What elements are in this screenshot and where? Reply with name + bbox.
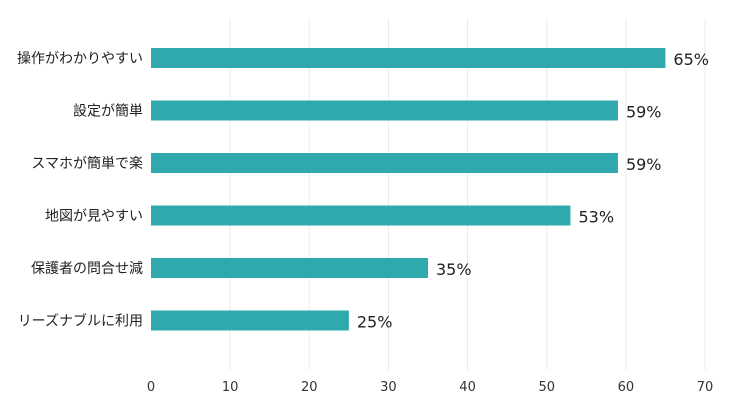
x-tick-label: 50 <box>538 380 555 395</box>
bar <box>151 100 618 121</box>
value-label: 35% <box>436 260 472 279</box>
x-tick-label: 60 <box>618 380 635 395</box>
category-label: 保護者の問合せ減 <box>31 260 143 277</box>
bars <box>151 48 666 331</box>
value-label: 59% <box>626 155 662 174</box>
value-label: 59% <box>626 103 662 122</box>
category-label: 地図が見やすい <box>45 209 143 225</box>
x-tick-label: 0 <box>147 380 155 395</box>
x-tick-label: 20 <box>301 380 318 395</box>
grid-lines <box>229 18 706 370</box>
category-label: スマホが簡単で楽 <box>31 156 143 172</box>
bar <box>151 48 666 68</box>
bar <box>151 205 571 226</box>
x-tick-label: 40 <box>459 380 476 395</box>
value-label: 25% <box>357 313 393 332</box>
bar <box>151 258 428 278</box>
x-axis-ticks: 0 10 20 30 40 50 60 70 <box>147 380 713 395</box>
category-label: リーズナブルに利用 <box>18 313 143 330</box>
category-label: 操作がわかりやすい <box>17 51 143 67</box>
value-label: 65% <box>673 50 709 69</box>
bar <box>151 153 618 173</box>
value-label: 53% <box>578 208 614 227</box>
value-labels: 65% 59% 59% 53% 35% 25% <box>357 50 709 332</box>
category-label: 設定が簡単 <box>73 104 143 120</box>
bar <box>151 310 349 331</box>
x-tick-label: 70 <box>697 380 714 395</box>
x-tick-label: 30 <box>380 380 397 395</box>
category-labels: 操作がわかりやすい設定が簡単スマホが簡単で楽地図が見やすい保護者の問合せ減リーズ… <box>17 51 143 330</box>
x-tick-label: 10 <box>222 380 239 395</box>
